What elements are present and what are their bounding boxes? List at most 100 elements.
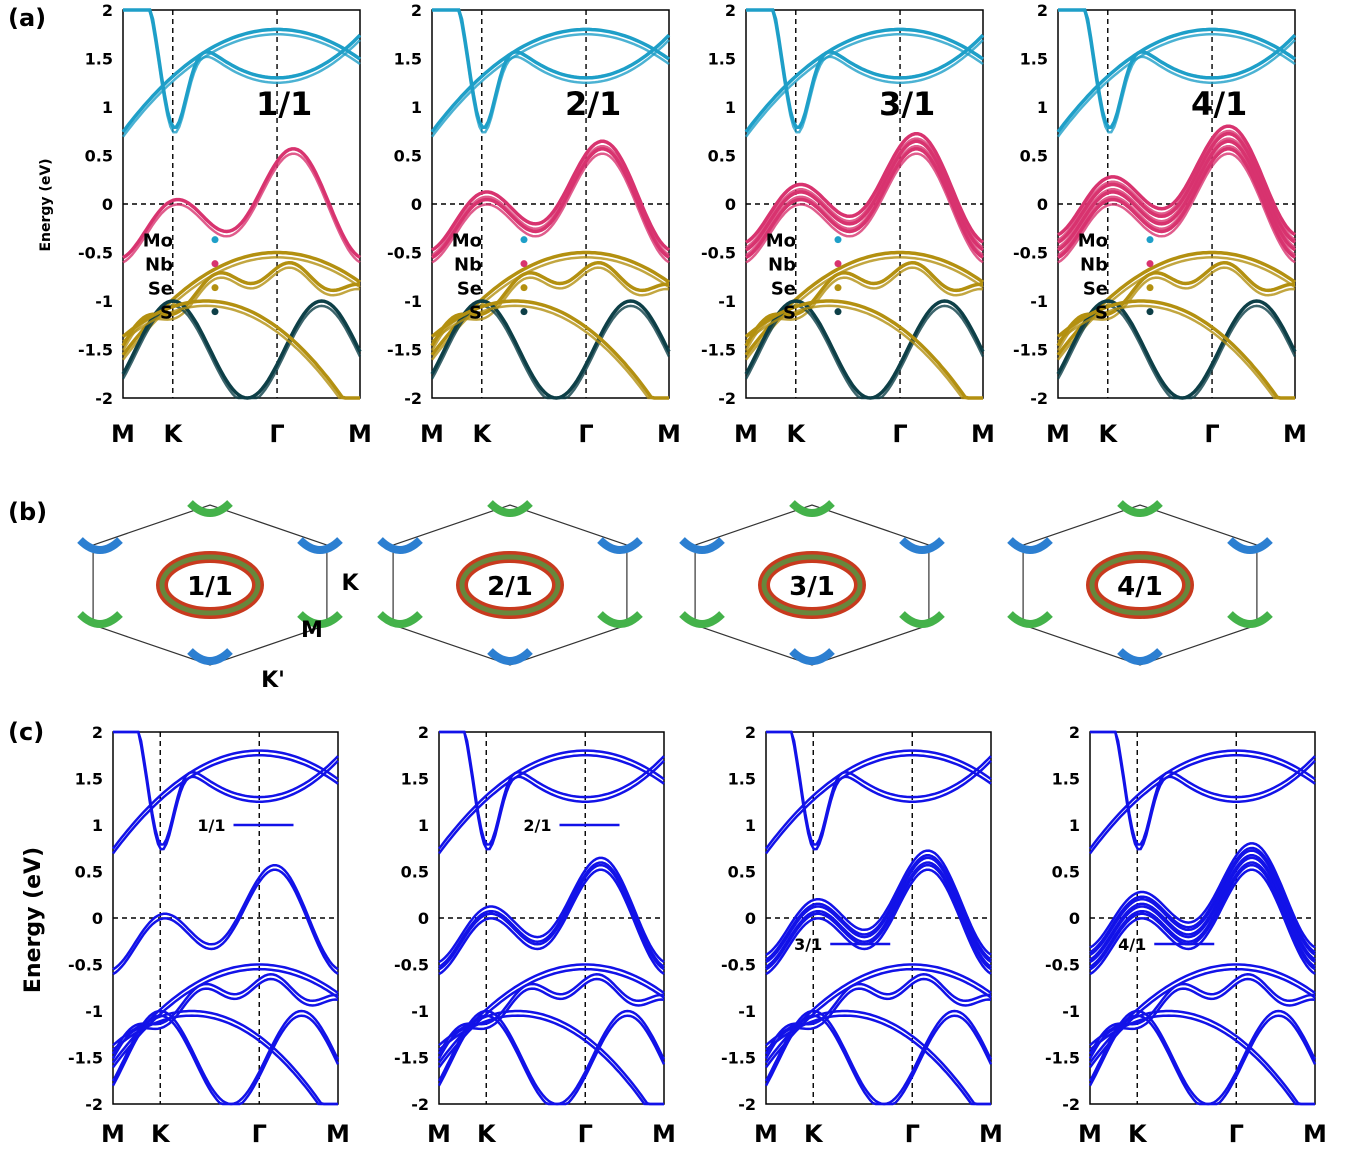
ytick-label: 1 <box>411 98 422 117</box>
band-line <box>438 1009 664 1106</box>
ytick-label: 0 <box>102 195 113 214</box>
band-line-split <box>745 137 984 249</box>
ytick-label: -1.5 <box>68 1049 103 1068</box>
xtick-label: M <box>111 420 135 448</box>
ytick-label: 1 <box>418 816 429 835</box>
band-line-split <box>438 861 665 968</box>
ytick-label: -2 <box>411 1095 429 1114</box>
ytick-label: -0.5 <box>78 244 113 263</box>
xtick-label: Γ <box>892 420 907 448</box>
k-pocket <box>1007 537 1053 554</box>
band-line-split <box>112 1014 338 1106</box>
band-line <box>1089 749 1316 850</box>
legend-dot <box>211 308 219 316</box>
band-line <box>744 299 983 400</box>
ytick-label: 0 <box>92 909 103 928</box>
k-pocket <box>297 537 343 554</box>
band-line <box>1056 27 1297 133</box>
ytick-label: -1 <box>95 292 113 311</box>
ratio-title: 2/1 <box>565 85 621 123</box>
xtick-label: Γ <box>905 1120 920 1148</box>
legend-label: S <box>469 303 482 324</box>
k-pocket <box>1117 500 1163 517</box>
ytick-label: -1 <box>738 1002 756 1021</box>
fs-label-m: M <box>301 618 323 643</box>
xtick-label: K <box>472 420 492 448</box>
legend-label: Nb <box>1080 255 1108 276</box>
band-line-split <box>764 754 992 855</box>
ytick-label: -2 <box>718 389 736 408</box>
ytick-label: 1 <box>725 98 736 117</box>
band-line-split <box>1057 137 1296 249</box>
k-pocket <box>377 611 423 628</box>
band-line <box>1089 842 1316 949</box>
xtick-label: M <box>326 1120 350 1148</box>
gamma-pocket-inner <box>159 554 261 616</box>
ytick-label: -0.5 <box>387 244 422 263</box>
xtick-label: K <box>786 420 806 448</box>
k-pocket <box>187 500 233 517</box>
ytick-label: 0.5 <box>1020 147 1048 166</box>
band-line <box>1088 1009 1317 1106</box>
band-line-split <box>111 977 339 1060</box>
band-line <box>745 131 984 244</box>
band-line-split <box>1057 129 1296 241</box>
legend-dot <box>211 284 219 292</box>
ytick-label: 0 <box>725 195 736 214</box>
ytick-label: -1 <box>1030 292 1048 311</box>
legend-label: Mo <box>143 231 173 252</box>
band-line-split <box>431 33 670 138</box>
band-line-split <box>122 152 361 264</box>
fermi-surface-3: 3/1 <box>679 500 945 666</box>
ytick-label: -1 <box>85 1002 103 1021</box>
k-pocket <box>487 500 533 517</box>
ytick-label: -0.5 <box>68 956 103 975</box>
xtick-label: M <box>420 420 444 448</box>
ytick-label: 1.5 <box>75 770 103 789</box>
band-line-split <box>1056 266 1296 352</box>
band-line <box>112 1009 338 1106</box>
xtick-label: M <box>971 420 995 448</box>
legend-label: 3/1 <box>794 935 822 954</box>
xtick-label: M <box>657 420 681 448</box>
k-pocket <box>377 537 423 554</box>
ytick-label: -1.5 <box>1045 1049 1080 1068</box>
legend-label: Mo <box>766 231 796 252</box>
band-line <box>121 27 362 133</box>
fs-label-k: K <box>341 571 359 596</box>
xtick-label: M <box>101 1120 125 1148</box>
ytick-label: 0 <box>1069 909 1080 928</box>
xtick-label: Γ <box>1204 420 1219 448</box>
band-line <box>112 749 339 850</box>
xtick-label: M <box>1303 1120 1327 1148</box>
panel-b-fermi-surfaces: 1/1 KM K' 2/1 3/1 4/1 <box>77 500 1273 693</box>
k-pocket <box>487 648 533 665</box>
band-line-split <box>1089 854 1316 961</box>
band-line <box>438 856 665 964</box>
ratio-title: 4/1 <box>1191 85 1247 123</box>
ytick-label: -1 <box>718 292 736 311</box>
band-line-split <box>765 1014 991 1106</box>
plot-c-2: 21.510.50-0.5-1-1.5-2M K Γ M2/1 <box>394 723 676 1148</box>
ytick-label: 2 <box>411 1 422 20</box>
ytick-label: -2 <box>404 389 422 408</box>
legend-label: S <box>783 303 796 324</box>
legend-label: Mo <box>1078 231 1108 252</box>
ytick-label: -1 <box>411 1002 429 1021</box>
panel-c-plots: 21.510.50-0.5-1-1.5-2M K Γ M1/121.510.50-0.… <box>68 723 1327 1148</box>
k-pocket <box>679 611 725 628</box>
plot-c-3: 21.510.50-0.5-1-1.5-2M K Γ M3/1 <box>721 723 1003 1148</box>
ytick-label: 0 <box>411 195 422 214</box>
k-pocket <box>77 611 123 628</box>
band-line <box>122 147 361 260</box>
band-line <box>430 299 671 400</box>
xtick-label: K <box>151 1120 171 1148</box>
ratio-title: 3/1 <box>879 85 935 123</box>
band-line-split <box>745 304 983 400</box>
band-line <box>1088 973 1316 1055</box>
xtick-label: M <box>979 1120 1003 1148</box>
band-line <box>1056 299 1295 400</box>
ytick-label: 2 <box>92 723 103 742</box>
